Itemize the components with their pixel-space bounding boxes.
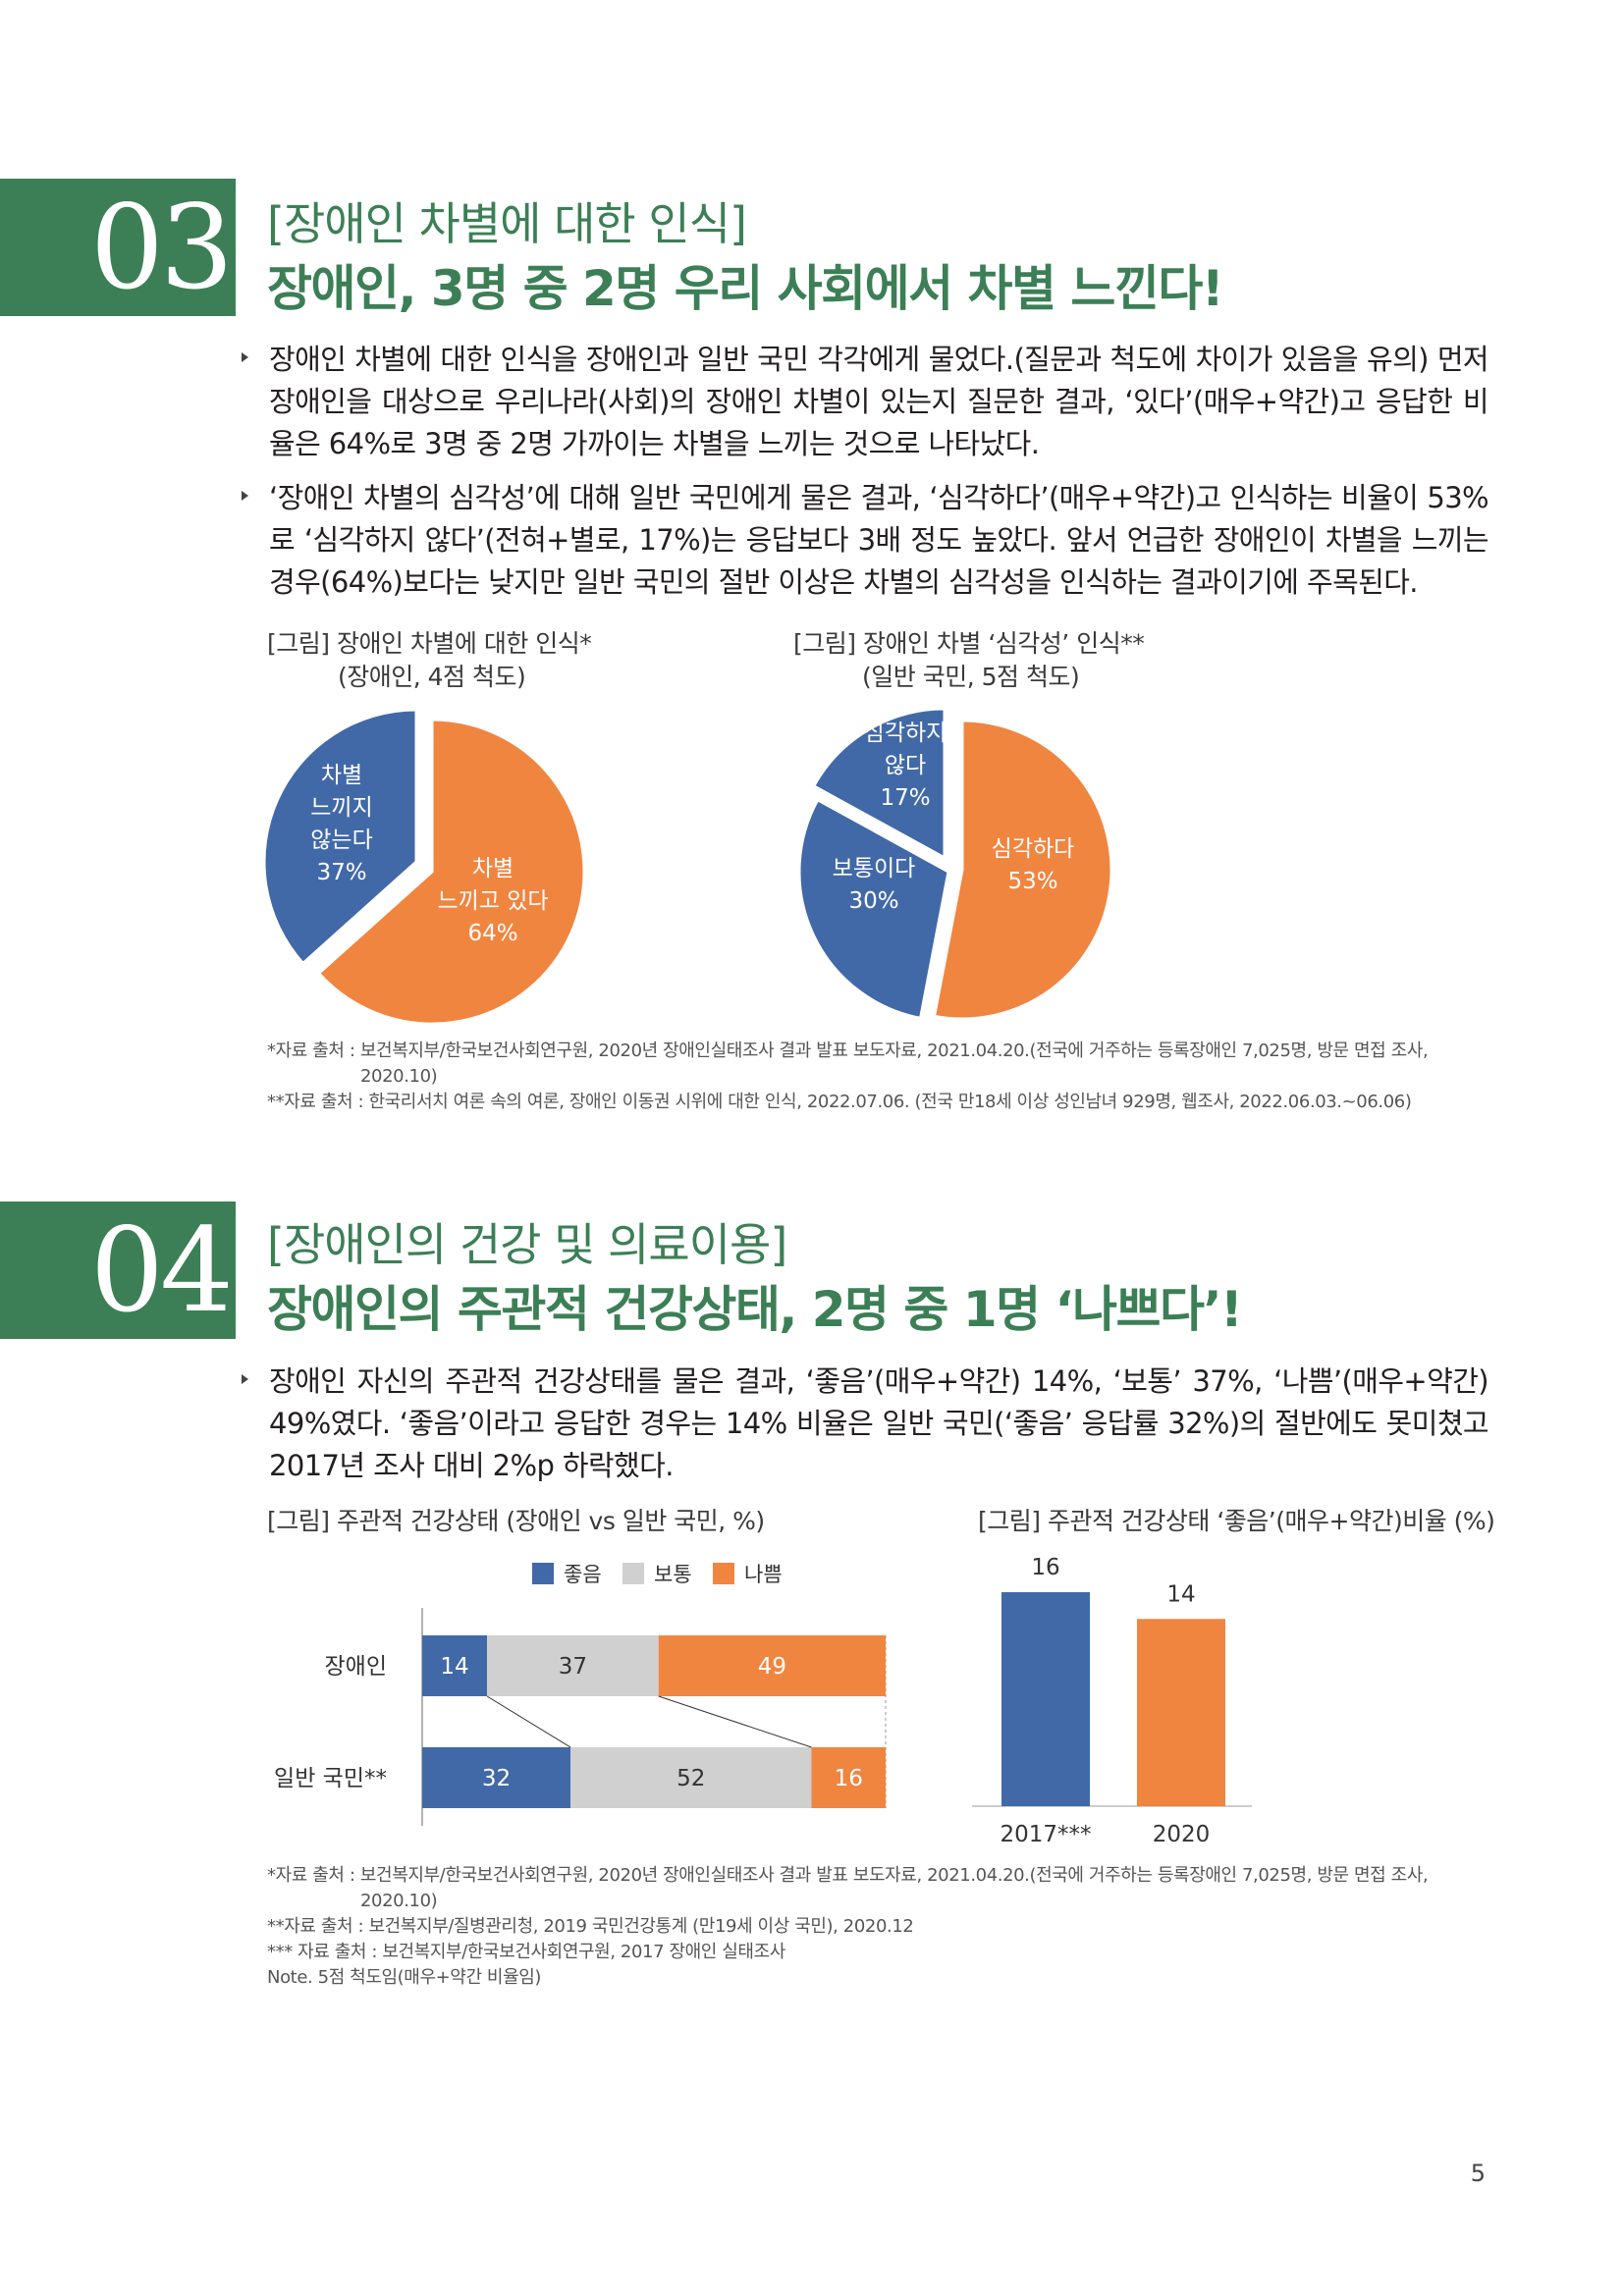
pie-slice-label: 보통이다 30% bbox=[833, 856, 916, 914]
bullet-arrow-icon bbox=[242, 491, 248, 501]
bar-value-label: 49 bbox=[758, 1654, 786, 1680]
bar-segment bbox=[422, 1635, 488, 1696]
figure-caption: [그림] 장애인 차별 ‘심각성’ 인식** bbox=[793, 629, 1145, 658]
legend-swatch bbox=[532, 1563, 554, 1584]
section-number-03: 03 bbox=[0, 179, 236, 316]
figure-caption: [그림] 주관적 건강상태 ‘좋음’(매우+약간)비율 (%) bbox=[978, 1507, 1495, 1535]
section-title: 장애인, 3명 중 2명 우리 사회에서 차별 느낀다! bbox=[267, 260, 1224, 317]
pie-chart-severity: 심각하다 53% 보통이다 30% 심각하지 않다 17% bbox=[797, 707, 1113, 1021]
category-label: 일반 국민** bbox=[274, 1766, 387, 1791]
bar-value-label: 32 bbox=[482, 1766, 511, 1791]
bullet-arrow-icon bbox=[242, 1374, 248, 1384]
bar-segment bbox=[811, 1747, 886, 1808]
source-note: *** 자료 출처 : 보건복지부/한국보건사회연구원, 2017 장애인 실태… bbox=[267, 1942, 785, 1962]
bar-segment bbox=[487, 1635, 659, 1696]
category-label: 장애인 bbox=[325, 1654, 387, 1680]
section-subtitle: [장애인 차별에 대한 인식] bbox=[267, 197, 747, 250]
section-subtitle: [장애인의 건강 및 의료이용] bbox=[267, 1218, 787, 1271]
pie-slice-label: 차별 느끼고 있다 64% bbox=[437, 856, 548, 946]
bar bbox=[1001, 1592, 1090, 1806]
section-number-04: 04 bbox=[0, 1201, 236, 1339]
figure-subcaption: (장애인, 4점 척도) bbox=[338, 663, 526, 691]
bullet-paragraph: 장애인 차별에 대한 인식을 장애인과 일반 국민 각각에게 물었다.(질문과 … bbox=[242, 339, 1489, 465]
bullet-paragraph: ‘장애인 차별의 심각성’에 대해 일반 국민에게 물은 결과, ‘심각하다’(… bbox=[242, 477, 1489, 604]
pie-slice bbox=[811, 707, 947, 861]
pie-slice-label: 차별 느끼지 않는다 37% bbox=[310, 763, 372, 885]
bar-value-label: 16 bbox=[1031, 1555, 1059, 1580]
source-note: **자료 출처 : 보건복지부/질병관리청, 2019 국민건강통계 (만19세… bbox=[267, 1916, 914, 1937]
source-note: Note. 5점 척도임(매우+약간 비율임) bbox=[267, 1967, 542, 1988]
category-label: 2017*** bbox=[1000, 1822, 1091, 1847]
bar-value-label: 16 bbox=[835, 1766, 863, 1791]
pie-slice bbox=[316, 718, 586, 1026]
bar bbox=[1137, 1619, 1225, 1806]
bar-value-label: 52 bbox=[676, 1766, 705, 1791]
bar-chart-good-health-trend: 16 2017*** 14 2020 bbox=[972, 1555, 1252, 1847]
bar-value-label: 14 bbox=[1166, 1581, 1195, 1607]
figure-caption: [그림] 주관적 건강상태 (장애인 vs 일반 국민, %) bbox=[267, 1507, 765, 1535]
section-title: 장애인의 주관적 건강상태, 2명 중 1명 ‘나쁘다’! bbox=[267, 1281, 1243, 1338]
source-note: 2020.10) bbox=[360, 1891, 438, 1911]
source-note: *자료 출처 : 보건복지부/한국보건사회연구원, 2020년 장애인실태조사 … bbox=[267, 1865, 1429, 1886]
legend-swatch bbox=[713, 1563, 734, 1584]
source-note: 2020.10) bbox=[360, 1066, 438, 1087]
source-note: **자료 출처 : 한국리서치 여론 속의 여론, 장애인 이동권 시위에 대한… bbox=[267, 1092, 1412, 1112]
legend-label: 보통 bbox=[654, 1563, 692, 1586]
source-note: *자료 출처 : 보건복지부/한국보건사회연구원, 2020년 장애인실태조사 … bbox=[267, 1041, 1429, 1061]
legend-swatch bbox=[622, 1563, 644, 1584]
page-number: 5 bbox=[1470, 2160, 1486, 2187]
pie-slice-label: 심각하다 53% bbox=[992, 836, 1075, 894]
bar-segment bbox=[570, 1747, 812, 1808]
bar-value-label: 14 bbox=[440, 1654, 468, 1680]
figure-caption: [그림] 장애인 차별에 대한 인식* bbox=[267, 629, 592, 658]
bar-segment bbox=[658, 1635, 886, 1696]
legend-label: 나쁨 bbox=[744, 1563, 783, 1586]
legend-label: 좋음 bbox=[564, 1563, 602, 1586]
pie-slice bbox=[932, 719, 1113, 1021]
pie-slice-label: 심각하지 않다 17% bbox=[864, 721, 947, 811]
bar-segment bbox=[422, 1747, 571, 1808]
bullet-paragraph: 장애인 자신의 주관적 건강상태를 물은 결과, ‘좋음’(매우+약간) 14%… bbox=[242, 1361, 1489, 1487]
pie-slice bbox=[797, 797, 950, 1021]
pie-slice bbox=[262, 708, 418, 966]
figure-subcaption: (일반 국민, 5점 척도) bbox=[862, 663, 1080, 691]
bullet-arrow-icon bbox=[242, 352, 248, 362]
category-label: 2020 bbox=[1153, 1822, 1211, 1847]
bar-value-label: 37 bbox=[559, 1654, 587, 1680]
pie-chart-discrimination: 차별 느끼고 있다 64% 차별 느끼지 않는다 37% bbox=[262, 708, 586, 1026]
